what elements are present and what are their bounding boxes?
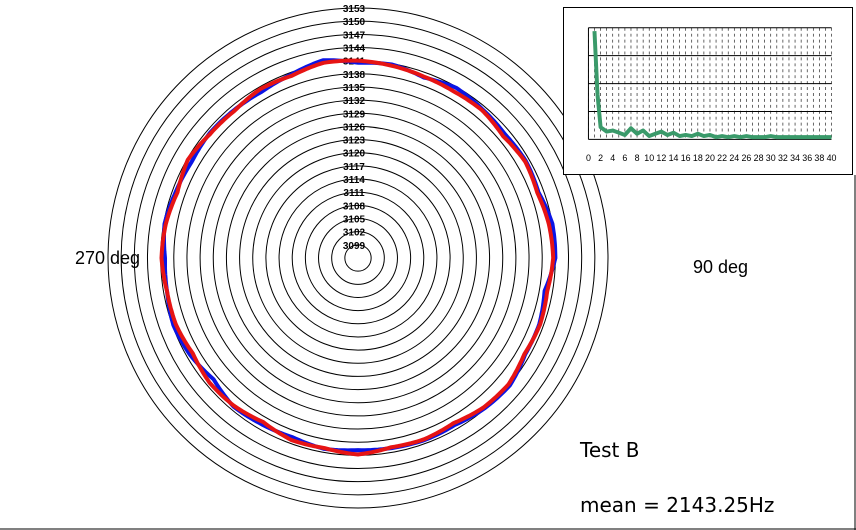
grid-ring	[146, 46, 570, 470]
inset-x-tick-labels: 0 2 4 6 8 10 12 14 16 18 20 22 24 26 28 30 32 34 36 38 40	[586, 153, 837, 163]
grid-ring	[318, 218, 398, 298]
grid-ring	[291, 191, 425, 325]
inset-x-tick-label: 18	[693, 153, 703, 163]
radial-tick-label: 3147	[343, 30, 366, 41]
inset-x-tick-label: 10	[644, 153, 654, 163]
radial-tick-label: 3138	[343, 70, 366, 81]
test-name-label: Test B	[579, 438, 639, 462]
grid-ring	[186, 86, 530, 430]
grid-ring	[107, 7, 609, 509]
grid-ring	[304, 204, 412, 312]
radial-tick-labels: 3099 3102 3105 3108 3111 3114 3117 3120 3123 3126…	[343, 4, 366, 252]
grid-ring	[278, 178, 438, 338]
mean-frequency-label: mean = 2143.25Hz	[580, 493, 774, 517]
grid-ring	[331, 231, 385, 285]
inset-x-tick-label: 8	[635, 153, 640, 163]
radial-tick-label: 3126	[343, 122, 366, 133]
inset-x-tick-label: 12	[656, 153, 666, 163]
radial-tick-label: 3129	[343, 109, 366, 120]
radial-tick-label: 3150	[343, 17, 366, 28]
inset-x-tick-label: 34	[790, 153, 800, 163]
radial-tick-label: 3117	[343, 162, 365, 173]
inset-grid	[587, 27, 832, 140]
radial-tick-label: 3105	[343, 215, 366, 226]
polar-traces	[159, 58, 558, 457]
radial-tick-label: 3132	[343, 96, 366, 107]
inset-x-tick-label: 32	[778, 153, 788, 163]
grid-ring	[344, 244, 372, 272]
inset-x-tick-label: 20	[705, 153, 715, 163]
inset-x-tick-label: 24	[729, 153, 739, 163]
inset-x-tick-label: 30	[766, 153, 776, 163]
grid-ring	[225, 125, 491, 391]
grid-ring	[133, 33, 583, 483]
grid-ring	[120, 20, 596, 496]
radial-tick-label: 3114	[343, 175, 365, 186]
inset-x-tick-label: 28	[754, 153, 764, 163]
inset-x-tick-label: 22	[717, 153, 727, 163]
radial-tick-label: 3108	[343, 201, 366, 212]
radial-tick-label: 3153	[343, 4, 366, 15]
radial-tick-label: 3102	[343, 228, 366, 239]
angle-label-270: 270 deg	[75, 248, 140, 268]
radial-tick-label: 3120	[343, 149, 366, 160]
inset-x-tick-label: 26	[741, 153, 751, 163]
inset-x-tick-label: 16	[681, 153, 691, 163]
inset-x-tick-label: 14	[669, 153, 679, 163]
inset-spectrum-line	[592, 31, 832, 140]
radial-tick-label: 3099	[343, 241, 366, 252]
grid-ring	[239, 139, 477, 377]
grid-ring	[265, 165, 451, 351]
grid-ring	[212, 112, 504, 404]
inset-x-tick-label: 2	[598, 153, 603, 163]
grid-ring	[252, 152, 464, 364]
inset-x-tick-label: 4	[610, 153, 615, 163]
angle-label-90: 90 deg	[693, 257, 748, 277]
polar-series-2	[159, 58, 556, 457]
grid-ring	[173, 73, 543, 443]
polar-grid-rings	[107, 7, 609, 509]
inset-x-tick-label: 36	[802, 153, 812, 163]
inset-x-tick-label: 40	[827, 153, 837, 163]
radial-tick-label: 3111	[343, 188, 365, 199]
grid-ring	[199, 99, 517, 417]
spectrum-inset-chart: 0 2 4 6 8 10 12 14 16 18 20 22 24 26 28 30 32 34 36 38 40	[563, 7, 853, 175]
radial-tick-label: 3144	[343, 43, 366, 54]
inset-x-tick-label: 38	[814, 153, 824, 163]
inset-x-tick-label: 0	[586, 153, 591, 163]
inset-x-tick-label: 6	[622, 153, 627, 163]
radial-tick-label: 3135	[343, 83, 366, 94]
radial-tick-label: 3123	[343, 136, 366, 147]
